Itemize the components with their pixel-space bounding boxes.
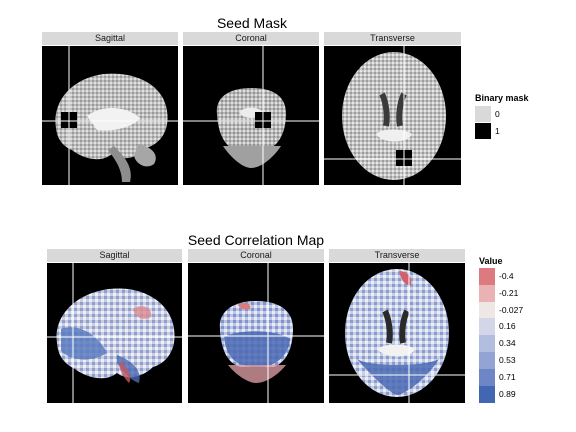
value-legend-label-0: -0.4 [499, 271, 514, 281]
seed-correlation-title: Seed Correlation Map [187, 232, 325, 248]
value-legend-key-3 [479, 318, 495, 336]
mask-sagittal-panel [42, 46, 178, 185]
correlation-sagittal-image [56, 288, 175, 383]
corr-coronal-panel [188, 263, 324, 403]
value-legend-key-1 [479, 284, 495, 302]
legend-label-1: 1 [495, 126, 500, 136]
strip-transverse-mask: Transverse [324, 32, 461, 45]
value-legend-key-5 [479, 352, 495, 369]
legend-key-1 [475, 123, 491, 139]
mask-transverse-panel [324, 46, 461, 185]
value-legend-label-6: 0.71 [499, 371, 516, 382]
corr-transverse-panel [329, 263, 465, 403]
value-legend-label-3: 0.16 [499, 321, 516, 332]
correlation-transverse-image [345, 269, 449, 397]
strip-transverse-corr: Transverse [329, 249, 465, 262]
value-legend-label-2: -0.027 [499, 304, 524, 315]
brain-sagittal-image [55, 73, 168, 182]
strip-sagittal-mask: Sagittal [42, 32, 178, 45]
value-legend-key-4 [479, 335, 495, 353]
strip-coronal-mask: Coronal [183, 32, 319, 45]
strip-coronal-corr: Coronal [188, 249, 324, 262]
value-legend-title: Value [479, 256, 503, 266]
binary-mask-legend-title: Binary mask [475, 93, 529, 103]
value-legend-key-2 [479, 301, 495, 319]
value-legend-key-0 [479, 268, 495, 285]
legend-label-0: 0 [495, 109, 500, 119]
corr-sagittal-panel [47, 263, 182, 403]
seed-mask-title: Seed Mask [216, 15, 288, 31]
value-legend-key-7 [479, 385, 495, 403]
brain-transverse-image [342, 52, 446, 180]
value-legend-label-7: 0.89 [499, 388, 516, 399]
value-legend-label-4: 0.34 [499, 338, 516, 349]
correlation-coronal-image [219, 301, 294, 383]
value-legend-key-6 [479, 368, 495, 386]
value-legend-label-5: 0.53 [499, 355, 516, 365]
strip-sagittal-corr: Sagittal [47, 249, 182, 262]
value-legend-label-1: -0.21 [499, 287, 519, 298]
brain-coronal-image [216, 88, 287, 168]
mask-coronal-panel [183, 46, 319, 185]
legend-key-0 [475, 106, 491, 122]
